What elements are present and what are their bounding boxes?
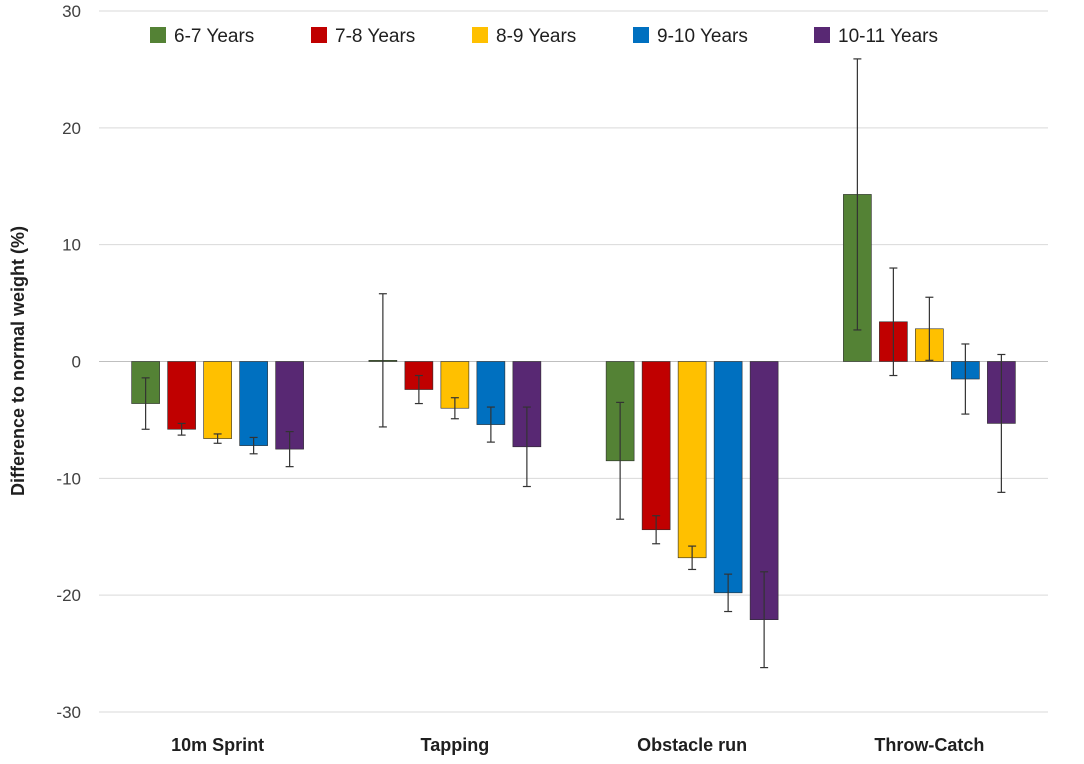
legend-label: 6-7 Years bbox=[174, 26, 254, 47]
y-tick-label: 10 bbox=[62, 236, 81, 255]
x-category-label: Throw-Catch bbox=[874, 735, 984, 755]
legend-swatch bbox=[472, 27, 488, 43]
bar bbox=[167, 361, 196, 430]
x-axis-categories: 10m Sprint Tapping Obstacle run Throw-Catch bbox=[171, 735, 984, 755]
legend-swatch bbox=[814, 27, 830, 43]
x-category-label: Tapping bbox=[421, 735, 490, 755]
error-bars bbox=[141, 58, 1006, 669]
legend-swatch bbox=[150, 27, 166, 43]
bar bbox=[239, 361, 268, 446]
bar bbox=[203, 361, 232, 439]
bars bbox=[131, 194, 1016, 621]
bar bbox=[713, 361, 743, 594]
legend: 6-7 Years 7-8 Years 8-9 Years 9-10 Years 10-… bbox=[150, 26, 938, 47]
legend-swatch bbox=[311, 27, 327, 43]
legend-label: 7-8 Years bbox=[335, 26, 415, 47]
y-tick-label: -10 bbox=[56, 469, 81, 488]
x-category-label: 10m Sprint bbox=[171, 735, 264, 755]
bar bbox=[677, 361, 707, 559]
legend-label: 10-11 Years bbox=[838, 26, 938, 47]
bar bbox=[641, 361, 671, 531]
legend-label: 9-10 Years bbox=[657, 26, 748, 47]
legend-swatch bbox=[633, 27, 649, 43]
y-axis-label: Difference to normal weight (%) bbox=[8, 226, 28, 496]
y-tick-label: 20 bbox=[62, 119, 81, 138]
y-tick-label: -30 bbox=[56, 703, 81, 722]
y-tick-label: 0 bbox=[72, 353, 81, 372]
y-tick-label: 30 bbox=[62, 2, 81, 21]
y-tick-label: -20 bbox=[56, 586, 81, 605]
legend-label: 8-9 Years bbox=[496, 26, 576, 47]
x-category-label: Obstacle run bbox=[637, 735, 747, 755]
y-axis-ticks: 30 20 10 0 -10 -20 -30 bbox=[56, 2, 81, 722]
